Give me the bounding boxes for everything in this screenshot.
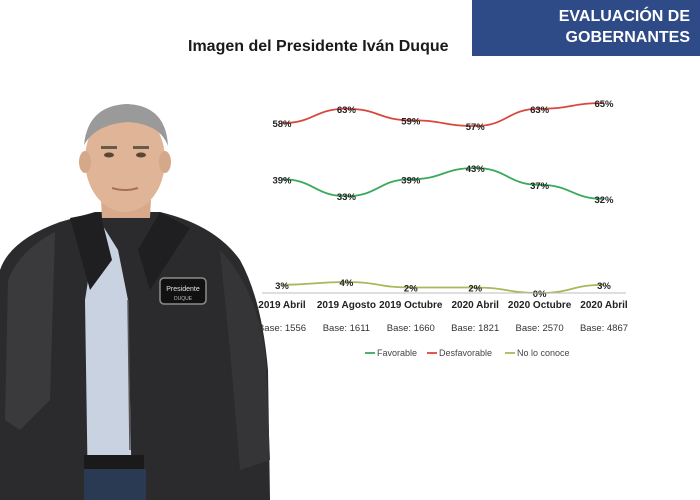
x-tick-label-6: 2020 Abril [580,300,628,311]
x-tick-label-5: 2020 Octubre [508,300,572,311]
series-line-desfavorable [281,102,605,127]
president-photo: Presidente DUQUE [0,104,270,500]
data-label-no-lo-conoce-5: 0% [533,289,547,300]
data-label-favorable-1: 39% [272,175,292,186]
data-label-no-lo-conoce-2: 4% [340,278,354,289]
data-label-desfavorable-4: 57% [466,122,486,133]
data-label-favorable-5: 37% [530,181,550,192]
data-label-favorable-3: 39% [401,175,421,186]
series-line-favorable [281,167,605,200]
x-tick-label-3: 2019 Octubre [379,300,443,311]
data-label-favorable-6: 32% [594,195,614,206]
series-line-no-lo-conoce [281,281,605,294]
data-label-desfavorable-6: 65% [594,99,614,110]
legend: Favorable Desfavorable No lo conoce [365,348,570,358]
x-axis: 2019 Abril 2019 Agosto 2019 Octubre 2020 Ab… [258,292,628,311]
section-banner: EVALUACIÓN DE GOBERNANTES [472,0,700,56]
data-label-desfavorable-1: 58% [272,119,292,130]
data-label-no-lo-conoce-6: 3% [597,281,611,292]
patch-text-1: Presidente [166,286,200,293]
x-tick-label-2: 2019 Agosto [317,300,376,311]
banner-line-2: GOBERNANTES [565,29,690,46]
data-label-favorable-4: 43% [466,164,486,175]
banner-line-1: EVALUACIÓN DE [558,8,690,25]
x-tick-label-1: 2019 Abril [258,300,306,311]
x-tick-label-4: 2020 Abril [451,300,499,311]
base-label-6: Base: 4867 [580,323,628,334]
patch-text-2: DUQUE [174,296,193,302]
legend-label-favorable: Favorable [377,348,417,358]
base-label-2: Base: 1611 [323,323,370,334]
data-label-no-lo-conoce-3: 2% [404,284,418,295]
data-label-no-lo-conoce-4: 2% [468,284,482,295]
page-title: Imagen del Presidente Iván Duque [188,38,449,55]
base-label-1: Base: 1556 [258,323,306,334]
legend-label-no-lo-conoce: No lo conoce [517,348,570,358]
data-labels: 39% 33% 39% 43% 37% 32% 58% 63% 59% 57% 63% 65% 3% 4%… [272,99,614,300]
data-label-favorable-2: 33% [337,192,357,203]
base-label-4: Base: 1821 [451,323,499,334]
data-label-no-lo-conoce-1: 3% [275,281,289,292]
data-label-desfavorable-5: 63% [530,105,550,116]
base-label-3: Base: 1660 [387,323,435,334]
data-label-desfavorable-3: 59% [401,116,421,127]
data-label-desfavorable-2: 63% [337,105,357,116]
legend-label-desfavorable: Desfavorable [439,348,492,358]
base-row: Base: 1556 Base: 1611 Base: 1660 Base: 1821… [258,323,628,334]
base-label-5: Base: 2570 [516,323,564,334]
series-group [281,102,605,294]
